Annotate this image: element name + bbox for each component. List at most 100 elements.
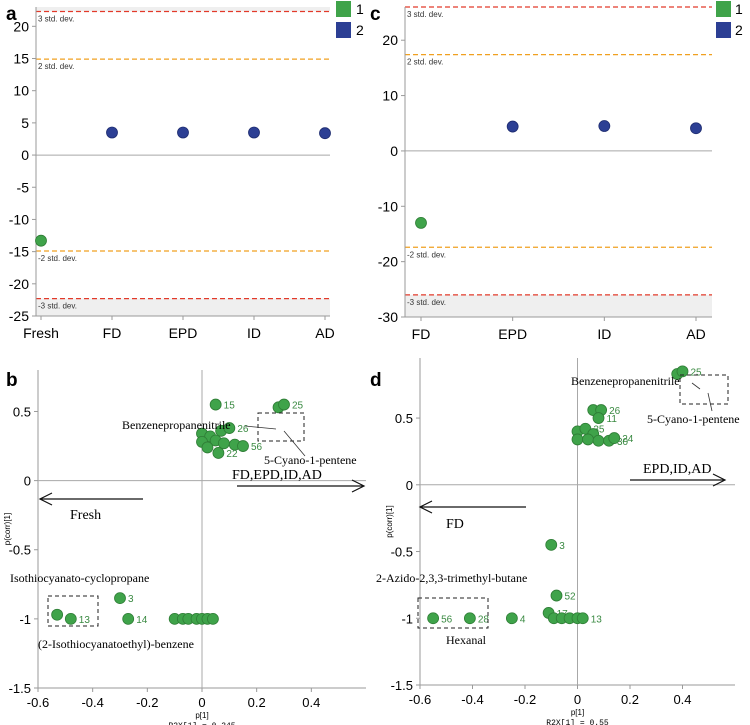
x-tick-label: EPD — [169, 325, 198, 341]
arrow-right-head — [712, 473, 727, 487]
y-tick-label: -15 — [9, 244, 29, 260]
data-label: 13 — [591, 614, 603, 625]
data-point — [319, 127, 331, 140]
data-point — [35, 234, 47, 247]
data-point — [207, 612, 219, 625]
annotation-isothiocyanato-cyclopropane: Isothiocyanato-cyclopropane — [10, 571, 149, 585]
data-point — [463, 612, 476, 625]
data-point — [550, 589, 563, 602]
data-label: 35 — [593, 425, 605, 436]
y-tick-label: 0 — [24, 474, 31, 489]
y-tick-label: 20 — [382, 32, 398, 48]
annotation-group-left: FD — [446, 517, 464, 532]
y-tick-label: -1 — [401, 611, 413, 626]
r2x-footer: R2X[1] = 0.55 — [546, 719, 609, 725]
y-tick-label: -5 — [17, 179, 30, 195]
data-label: 28 — [478, 614, 490, 625]
std-dev-label: 3 std. dev. — [407, 10, 443, 19]
annotation-benzenepropanenitrile: Benzenepropanenitrile — [122, 418, 231, 432]
data-point — [545, 538, 558, 551]
data-point — [278, 398, 290, 411]
data-label: 25 — [292, 401, 304, 412]
data-point — [608, 432, 621, 444]
chart-panel-d: -1.5 -1 -0.5 0 0.5 -0.6 -0.4 -0.2 0 0.2 0.4 p[1] R2X… — [385, 358, 735, 725]
x-tick-label: AD — [315, 325, 334, 341]
x-tick-label: -0.2 — [136, 695, 158, 710]
x-tick-label: Fresh — [23, 325, 59, 341]
std-dev-label: -2 std. dev. — [38, 254, 77, 263]
annotation-benzenepropanenitrile: Benzenepropanenitrile — [571, 374, 680, 388]
legend-swatch-2 — [336, 22, 351, 38]
y-tick-label: 0.5 — [395, 411, 413, 426]
data-point — [676, 365, 689, 378]
annotation-leader — [283, 430, 306, 457]
std-dev-label: -3 std. dev. — [407, 298, 446, 307]
x-tick-label: FD — [103, 325, 122, 341]
legend-label-1: 1 — [735, 1, 743, 17]
x-tick-label: -0.6 — [409, 692, 431, 707]
x-tick-label: -0.2 — [514, 692, 536, 707]
y-tick-label: -1 — [19, 612, 31, 627]
std-dev-label: 3 std. dev. — [38, 15, 74, 24]
x-tick-label: -0.4 — [461, 692, 483, 707]
chart-panel-b: -1.5 -1 -0.5 0 0.5 -0.6 -0.4 -0.2 0 0.2 0.4 p[1] R2X… — [3, 370, 366, 725]
x-axis-label: p[1] — [195, 711, 208, 720]
annotation-5-cyano-1-pentene: 5-Cyano-1-pentene — [647, 412, 740, 426]
data-label: 3 — [128, 594, 134, 605]
data-label: 22 — [226, 449, 238, 460]
chart-panel-c: 3 std. dev. 2 std. dev. -2 std. dev. -3 std… — [378, 6, 712, 342]
y-tick-label: -20 — [9, 276, 29, 292]
y-axis-label: p(corr)[1] — [385, 505, 394, 537]
y-tick-label: -1.5 — [391, 678, 413, 693]
legend-c: 1 2 — [716, 1, 743, 38]
data-label: 11 — [607, 414, 618, 425]
data-point — [427, 612, 440, 625]
annotation-isothiocyanatoethyl-benzene: (2-Isothiocyanatoethyl)-benzene — [38, 637, 194, 651]
data-label: 26 — [237, 424, 249, 435]
x-tick-label: 0.2 — [621, 692, 639, 707]
y-tick-label: 0 — [390, 143, 398, 159]
y-tick-label: -10 — [378, 198, 398, 214]
y-tick-label: -10 — [9, 211, 29, 227]
chart-panel-a: 3 std. dev. 2 std. dev. -2 std. dev. -3 std… — [9, 7, 335, 341]
y-tick-label: -30 — [378, 309, 398, 325]
data-point — [248, 126, 260, 139]
y-axis-label: p(corr)[1] — [3, 513, 12, 545]
data-point — [592, 412, 605, 424]
y-tick-label: 0 — [406, 478, 413, 493]
y-tick-label: -20 — [378, 254, 398, 270]
data-label: 14 — [136, 615, 148, 626]
data-label: 52 — [565, 592, 577, 603]
data-point — [106, 126, 118, 139]
data-point — [64, 612, 77, 625]
data-label: 26 — [609, 406, 621, 417]
legend-swatch-2 — [716, 22, 731, 38]
data-point — [114, 592, 126, 605]
y-tick-label: 10 — [13, 83, 29, 99]
annotation-hexanal: Hexanal — [446, 633, 487, 647]
data-label: 56 — [441, 614, 453, 625]
legend-label-1: 1 — [356, 1, 364, 17]
legend-swatch-1 — [716, 1, 731, 17]
data-label: 56 — [251, 442, 263, 453]
y-tick-label: 0 — [21, 147, 29, 163]
y-tick-label: 10 — [382, 88, 398, 104]
legend-swatch-1 — [336, 1, 351, 17]
annotations-b: Benzenepropanenitrile 5-Cyano-1-pentene … — [10, 412, 366, 651]
data-point — [592, 434, 605, 447]
panel-letter-b: b — [6, 370, 18, 391]
y-tick-label: 15 — [13, 51, 29, 67]
data-point — [177, 126, 189, 139]
y-tick-label: 20 — [13, 18, 29, 34]
y-tick-label: -25 — [9, 308, 29, 324]
std-dev-label: -3 std. dev. — [38, 302, 77, 311]
y-tick-label: -0.5 — [391, 545, 413, 560]
data-point — [212, 447, 225, 459]
band-lower — [405, 294, 712, 317]
x-tick-label: 0.4 — [673, 692, 691, 707]
legend-label-2: 2 — [356, 22, 364, 38]
data-label: 15 — [224, 401, 236, 412]
std-dev-label: 2 std. dev. — [407, 58, 443, 67]
data-point — [415, 216, 427, 229]
